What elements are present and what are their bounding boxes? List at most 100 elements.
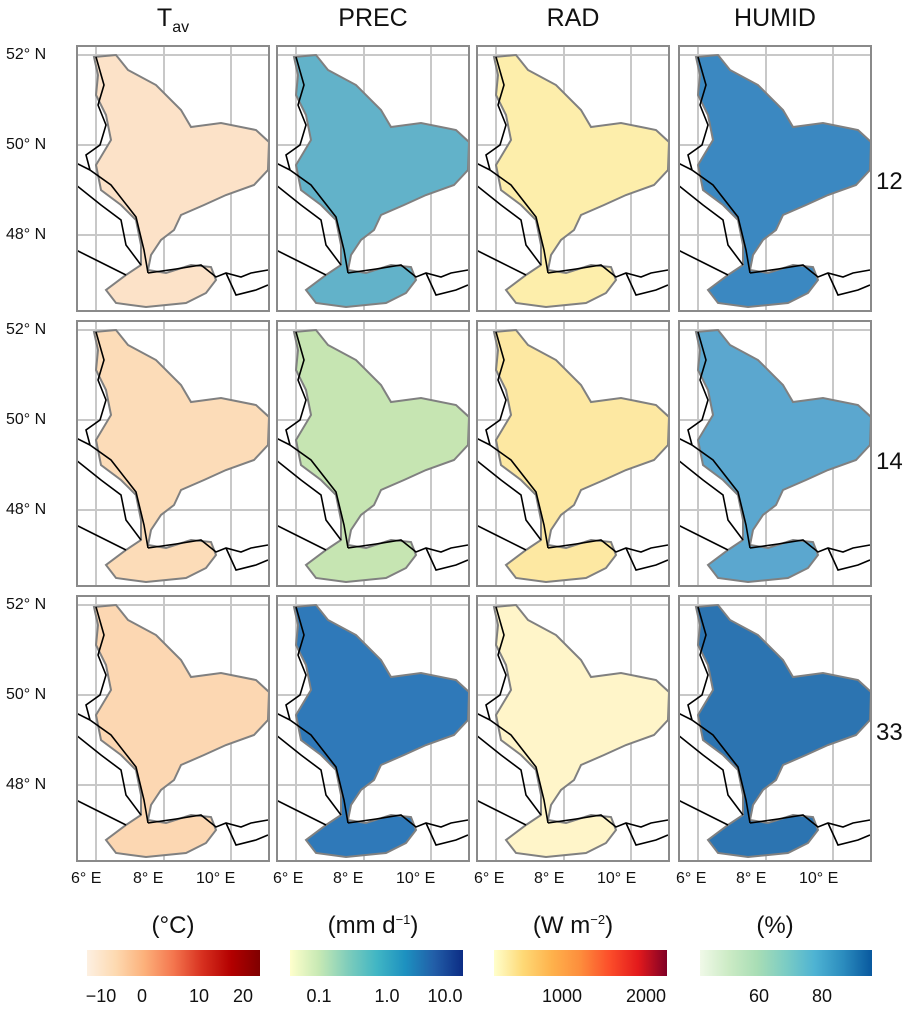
country-border	[827, 822, 871, 846]
country-border	[225, 547, 269, 571]
map-panel-prec-33	[276, 595, 470, 862]
region-shape	[694, 603, 872, 859]
country-border	[678, 437, 693, 446]
panel-frame	[476, 45, 670, 312]
map-panel-rad-12	[476, 45, 670, 312]
country-border	[687, 606, 751, 824]
country-border	[625, 547, 669, 571]
country-border	[678, 712, 693, 721]
country-border	[276, 162, 291, 171]
country-border	[347, 814, 469, 828]
row-label: 33	[876, 719, 903, 746]
map-svg	[276, 595, 470, 862]
panel-frame	[76, 595, 270, 862]
country-border	[425, 547, 469, 571]
panel-frame	[276, 320, 470, 587]
lon-label: 10° E	[196, 870, 236, 887]
country-border	[476, 734, 542, 816]
country-border	[425, 822, 469, 846]
map-panel-humid-14	[678, 320, 872, 587]
lon-label: 8° E	[534, 870, 565, 887]
panel-frame	[276, 45, 470, 312]
unit-label-rad: (W m−2)	[476, 912, 670, 940]
colorbar-tav	[87, 950, 260, 976]
row-label: 12	[876, 168, 903, 195]
country-border	[476, 459, 542, 541]
lat-label: 50° N	[6, 411, 47, 428]
colorbar-tick: 1000	[541, 986, 583, 1006]
country-border	[485, 331, 549, 549]
country-border	[276, 524, 327, 551]
country-border	[85, 606, 149, 824]
column-title-tav: Tav	[76, 4, 270, 37]
country-border	[76, 437, 91, 446]
panel-frame	[678, 595, 872, 862]
region-shape	[92, 603, 270, 859]
column-title-humid: HUMID	[734, 4, 816, 32]
unit-text: (%)	[756, 912, 794, 939]
country-border	[547, 539, 669, 553]
country-border	[76, 459, 142, 541]
panel-frame	[76, 45, 270, 312]
lon-label: 6° E	[71, 870, 102, 887]
lon-label: 6° E	[273, 870, 304, 887]
map-svg	[476, 595, 670, 862]
panel-frame	[276, 595, 470, 862]
region-shape	[92, 53, 270, 309]
country-border	[76, 524, 127, 551]
colorbar-humid	[700, 950, 872, 976]
country-border	[276, 437, 291, 446]
country-border	[147, 539, 269, 553]
title-text: T	[156, 4, 173, 32]
country-border	[687, 56, 751, 274]
country-border	[76, 184, 142, 266]
country-border	[425, 272, 469, 296]
lon-label: 8° E	[133, 870, 164, 887]
country-border	[678, 799, 729, 826]
colorbar-tick: 20	[232, 986, 254, 1006]
unit-label-prec: (mm d−1)	[276, 912, 470, 940]
colorbar-tick: 2000	[625, 986, 667, 1006]
country-border	[678, 524, 729, 551]
lat-label: 52° N	[6, 596, 47, 613]
map-panel-humid-12	[678, 45, 872, 312]
unit-text: (mm d	[327, 912, 396, 939]
country-border	[476, 184, 542, 266]
lon-label: 10° E	[396, 870, 436, 887]
region-shape	[292, 53, 470, 309]
country-border	[276, 734, 342, 816]
map-svg	[678, 595, 872, 862]
country-border	[276, 249, 327, 276]
country-border	[749, 264, 871, 278]
country-border	[285, 606, 349, 824]
country-border	[276, 799, 327, 826]
map-panel-humid-33	[678, 595, 872, 862]
colorbar-tick: 80	[811, 986, 833, 1006]
lat-label: 50° N	[6, 136, 47, 153]
country-border	[347, 539, 469, 553]
country-border	[476, 249, 527, 276]
panel-frame	[476, 320, 670, 587]
panel-frame	[76, 320, 270, 587]
country-border	[485, 606, 549, 824]
map-svg	[76, 45, 270, 312]
map-panel-prec-14	[276, 320, 470, 587]
unit-text: )	[410, 912, 419, 939]
lon-label: 6° E	[474, 870, 505, 887]
country-border	[749, 539, 871, 553]
country-border	[225, 272, 269, 296]
colorbar-tick: −10	[85, 986, 117, 1006]
lat-label: 52° N	[6, 321, 47, 338]
lon-label: 8° E	[333, 870, 364, 887]
country-border	[547, 264, 669, 278]
country-border	[76, 162, 91, 171]
country-border	[285, 331, 349, 549]
map-svg	[476, 320, 670, 587]
unit-label-humid: (%)	[678, 912, 872, 940]
column-title-rad: RAD	[546, 4, 600, 32]
map-svg	[678, 320, 872, 587]
region-shape	[492, 603, 670, 859]
lat-label: 52° N	[6, 46, 47, 63]
country-border	[625, 272, 669, 296]
